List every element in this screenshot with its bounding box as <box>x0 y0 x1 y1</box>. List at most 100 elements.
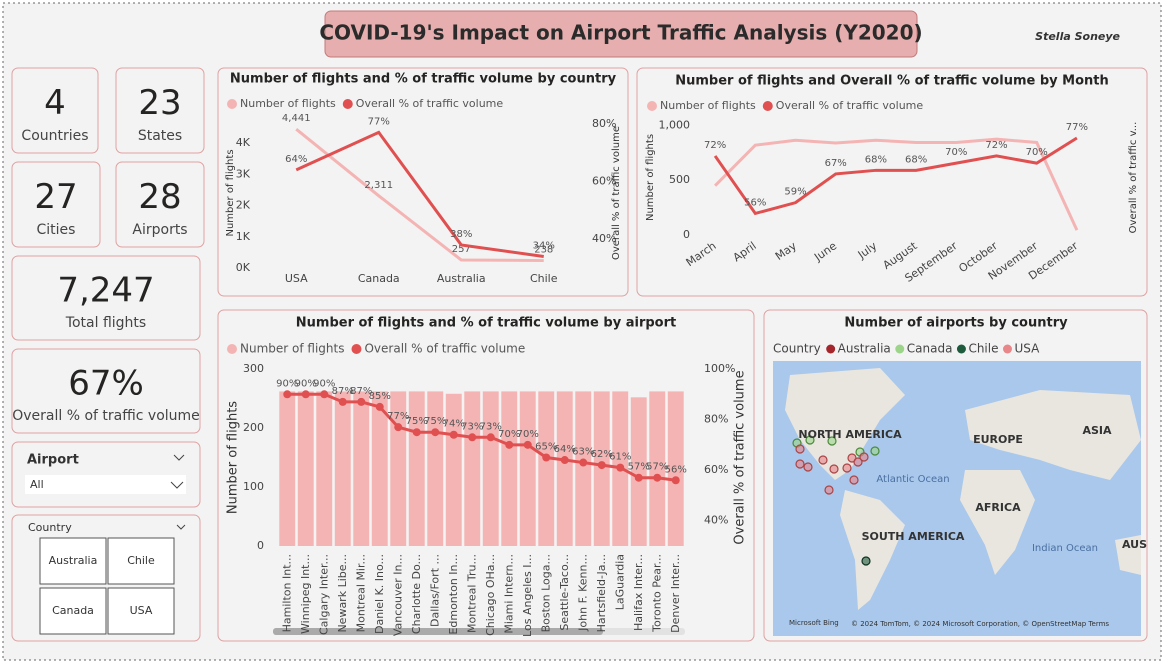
data-label: 67% <box>825 158 847 169</box>
y2-tick-label: 60% <box>704 463 728 476</box>
x-tick-label: Calgary Inter... <box>317 554 330 635</box>
kpi-card <box>11 255 201 341</box>
marker <box>283 390 292 399</box>
kpi-card <box>11 161 101 248</box>
kpi-card <box>115 161 205 248</box>
y2-tick-label: 100% <box>704 362 735 375</box>
scrollbar-thumb[interactable] <box>273 628 603 635</box>
data-label: 56% <box>665 464 687 475</box>
slicer-option[interactable]: Chile <box>127 554 155 567</box>
y-tick-label: 500 <box>669 173 690 186</box>
y2-axis-title: Overall % of traffic v... <box>1128 122 1139 234</box>
slicer-tile[interactable] <box>107 587 175 635</box>
legend-marker <box>647 101 657 111</box>
y-tick-label: 1,000 <box>659 118 691 131</box>
map-label: AUS <box>1122 538 1147 551</box>
marker <box>412 428 421 437</box>
y-tick-label: 300 <box>243 362 264 375</box>
y-tick-label: 4K <box>236 136 251 149</box>
kpi-label: Countries <box>21 128 88 144</box>
slicer-tile[interactable] <box>39 587 107 635</box>
x-tick-label: Hamilton Int... <box>280 554 293 632</box>
line <box>295 128 544 263</box>
line <box>287 392 676 482</box>
kpi-label: Overall % of traffic volume <box>12 408 200 424</box>
marker <box>449 430 458 439</box>
data-label: 64% <box>285 154 307 165</box>
data-label: 74% <box>443 419 465 430</box>
legend-title: Country <box>773 342 821 356</box>
slicer-option[interactable]: Canada <box>52 604 94 617</box>
kpi-card <box>11 348 201 434</box>
land <box>840 490 905 610</box>
y-tick-label: 2K <box>236 199 251 212</box>
data-label: 57% <box>646 462 668 473</box>
legend-label: Overall % of traffic volume <box>356 97 504 110</box>
data-label: 2,311 <box>364 180 393 191</box>
data-label: 85% <box>369 391 391 402</box>
x-tick-label: Los Angeles I... <box>521 554 534 637</box>
title-box <box>324 10 918 58</box>
slicer-tile[interactable] <box>39 537 107 585</box>
airport-dots <box>792 435 880 566</box>
chevron <box>170 481 184 489</box>
data-label: 73% <box>461 421 483 432</box>
bar <box>390 391 407 546</box>
bar <box>408 391 425 546</box>
data-label: 238 <box>534 245 553 256</box>
kpi-label: States <box>138 128 182 144</box>
kpi-card <box>115 67 205 154</box>
x-tick-label: Halifax Inter... <box>632 554 645 631</box>
y2-tick-label: 80% <box>592 117 616 130</box>
dropdown[interactable] <box>25 475 186 494</box>
y2-tick-label: 80% <box>704 413 728 426</box>
y2-tick-label: 60% <box>592 174 616 187</box>
legend-marker <box>762 101 773 111</box>
y-tick-label: 1K <box>236 230 251 243</box>
data-label: 72% <box>704 140 726 151</box>
slicer-option[interactable]: Australia <box>49 554 98 567</box>
kpi-card <box>11 67 99 154</box>
y-tick-label: 100 <box>243 480 264 493</box>
chart-title: Number of airports by country <box>844 316 1068 331</box>
data-label: 87% <box>350 386 372 397</box>
slicer-tile[interactable] <box>107 537 175 585</box>
map-label: AFRICA <box>975 501 1021 514</box>
data-label: 77% <box>1066 122 1088 133</box>
x-tick-label: Charlotte Do... <box>410 554 423 634</box>
bar <box>353 391 370 546</box>
slicer-tiles: Australia Chile Canada USA <box>39 537 175 635</box>
land <box>1115 535 1141 575</box>
map: NORTH AMERICA EUROPE ASIA Atlantic Ocean… <box>773 361 1147 636</box>
y2-tick-label: 40% <box>592 232 616 245</box>
data-label: 77% <box>387 411 409 422</box>
legend-marker <box>826 344 836 354</box>
y-axis-title: Number of flights <box>226 401 241 514</box>
x-tick-label: Montreal Tru... <box>465 554 478 633</box>
dropdown-value[interactable]: All <box>30 478 44 491</box>
bar <box>538 391 555 546</box>
map-label: SOUTH AMERICA <box>862 530 965 543</box>
data-label: 70% <box>498 429 520 440</box>
marker <box>505 440 514 449</box>
legend-marker <box>227 344 237 354</box>
legend-label: Overall % of traffic volume <box>364 342 525 356</box>
y2-axis-title: Overall % of traffic volume <box>611 126 622 260</box>
y2-tick-label: 40% <box>704 514 728 527</box>
legend-label: Australia <box>838 342 891 356</box>
y-tick-label: 200 <box>243 421 264 434</box>
bar <box>575 391 592 546</box>
legend-label: Overall % of traffic volume <box>776 99 924 112</box>
map-label: NORTH AMERICA <box>798 428 902 441</box>
data-label: 257 <box>452 244 471 255</box>
map-label: EUROPE <box>973 433 1023 446</box>
data-label: 70% <box>1026 147 1048 158</box>
data-label: 70% <box>945 147 967 158</box>
x-tick-label: Vancouver In... <box>391 554 404 636</box>
data-label: 62% <box>591 449 613 460</box>
data-label: 64% <box>554 444 576 455</box>
x-tick-label: Edmonton In... <box>447 554 460 635</box>
slicer-option[interactable]: USA <box>130 604 153 617</box>
marker <box>523 440 532 449</box>
